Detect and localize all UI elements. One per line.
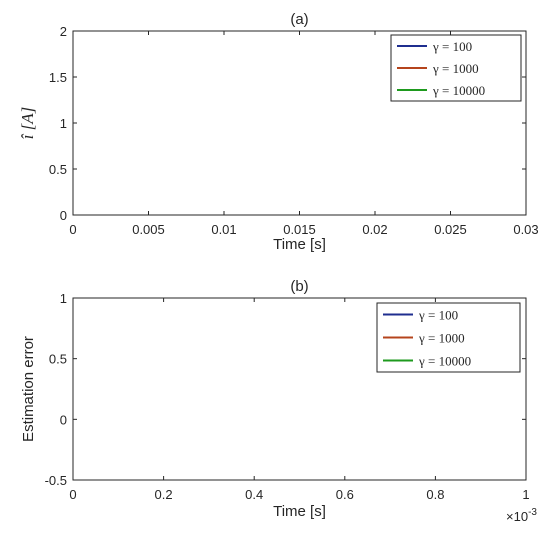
x-axis-label: Time [s]: [273, 503, 326, 520]
chart-title: (b): [290, 278, 308, 295]
x-tick-label: 0.03: [513, 222, 538, 237]
y-tick-label: 0: [60, 208, 67, 223]
x-tick-label: 0.01: [211, 222, 236, 237]
x-tick-label: 0.02: [362, 222, 387, 237]
x-axis-exponent: ×10-3: [506, 507, 537, 524]
x-tick-label: 0.8: [426, 487, 444, 502]
x-tick-label: 1: [522, 487, 529, 502]
y-tick-label: -0.5: [45, 473, 67, 488]
x-tick-label: 0.4: [245, 487, 263, 502]
y-tick-label: 0.5: [49, 162, 67, 177]
legend: γ = 100 γ = 1000 γ = 10000: [376, 302, 521, 373]
legend-label-1: γ = 1000: [432, 61, 479, 76]
chart-panel-b: 0 0.2 0.4 0.6 0.8 1-0.500.51(b)Time [s]Estima…: [20, 278, 537, 524]
y-tick-label: 0: [60, 412, 67, 427]
legend-label-2: γ = 10000: [432, 83, 485, 98]
x-tick-label: 0: [69, 487, 76, 502]
legend-label-2: γ = 10000: [418, 354, 471, 369]
legend-label-1: γ = 1000: [418, 331, 465, 346]
x-tick-label: 0.025: [434, 222, 467, 237]
y-tick-label: 1.5: [49, 70, 67, 85]
y-tick-label: 1: [60, 291, 67, 306]
x-tick-label: 0.2: [155, 487, 173, 502]
y-axis-label: Estimation error: [20, 336, 37, 442]
y-tick-label: 2: [60, 24, 67, 39]
y-tick-label: 1: [60, 116, 67, 131]
x-axis-label: Time [s]: [273, 236, 326, 253]
x-tick-label: 0.015: [283, 222, 316, 237]
legend: γ = 100 γ = 1000 γ = 10000: [390, 34, 522, 102]
y-tick-label: 0.5: [49, 352, 67, 367]
chart-title: (a): [290, 11, 308, 28]
chart-panel-a: 0 0.005 0.01 0.015 0.02 0.025 0.03 0 0.5 1 1.5 2 (a)…: [18, 11, 539, 253]
x-tick-label: 0.005: [132, 222, 165, 237]
legend-label-0: γ = 100: [432, 39, 472, 54]
legend-label-0: γ = 100: [418, 308, 458, 323]
y-axis-label: î [A]: [18, 107, 37, 140]
x-tick-label: 0: [69, 222, 76, 237]
x-tick-label: 0.6: [336, 487, 354, 502]
